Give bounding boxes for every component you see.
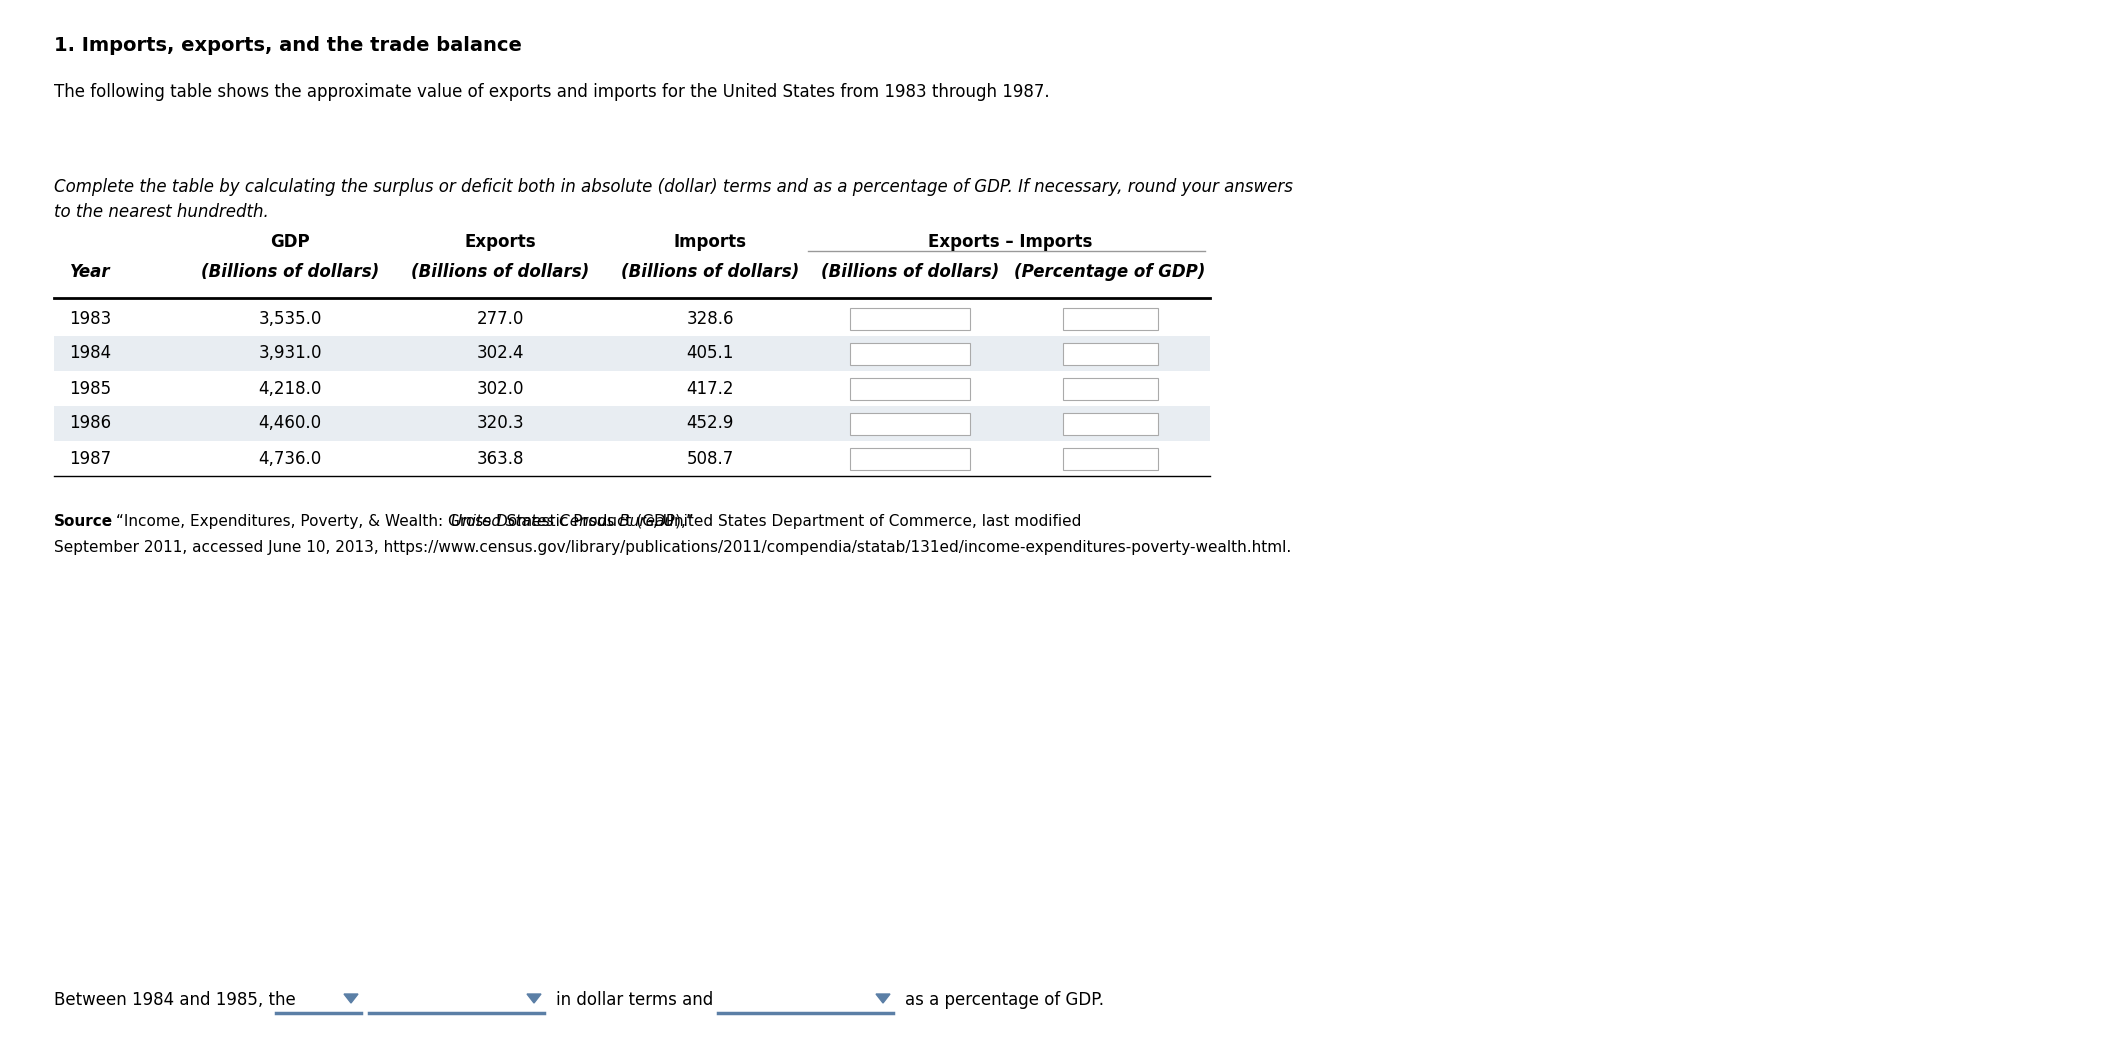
Text: 405.1: 405.1	[687, 345, 734, 363]
Text: 1. Imports, exports, and the trade balance: 1. Imports, exports, and the trade balan…	[55, 36, 523, 55]
Bar	[850, 448, 970, 470]
Text: 417.2: 417.2	[687, 380, 734, 398]
Bar	[1062, 378, 1157, 400]
Text: 3,535.0: 3,535.0	[259, 310, 323, 328]
Bar	[850, 413, 970, 435]
Text: (Billions of dollars): (Billions of dollars)	[820, 263, 999, 281]
Text: 302.4: 302.4	[476, 345, 523, 363]
Bar	[55, 406, 1210, 441]
Text: 4,460.0: 4,460.0	[259, 415, 323, 433]
Text: Between 1984 and 1985, the: Between 1984 and 1985, the	[55, 991, 295, 1009]
Text: United States Census Bureau: United States Census Bureau	[451, 514, 675, 529]
Bar	[1062, 448, 1157, 470]
Text: 328.6: 328.6	[687, 310, 734, 328]
Text: (Billions of dollars): (Billions of dollars)	[622, 263, 799, 281]
Text: 302.0: 302.0	[476, 380, 523, 398]
Text: 4,736.0: 4,736.0	[259, 450, 323, 468]
Text: 4,218.0: 4,218.0	[259, 380, 323, 398]
Bar	[850, 343, 970, 365]
Text: 3,931.0: 3,931.0	[259, 345, 323, 363]
Text: to the nearest hundredth.: to the nearest hundredth.	[55, 203, 268, 221]
Polygon shape	[527, 995, 542, 1003]
Text: (Percentage of GDP): (Percentage of GDP)	[1014, 263, 1206, 281]
Text: Exports: Exports	[464, 233, 535, 251]
Text: September 2011, accessed June 10, 2013, https://www.census.gov/library/publicati: September 2011, accessed June 10, 2013, …	[55, 540, 1292, 555]
Text: GDP: GDP	[270, 233, 310, 251]
Text: 320.3: 320.3	[476, 415, 523, 433]
Text: : “Income, Expenditures, Poverty, & Wealth: Gross Domestic Product (GDP),”: : “Income, Expenditures, Poverty, & Weal…	[105, 514, 698, 529]
Bar	[55, 336, 1210, 371]
Text: (Billions of dollars): (Billions of dollars)	[200, 263, 379, 281]
Bar	[1062, 413, 1157, 435]
Text: 1987: 1987	[70, 450, 112, 468]
Polygon shape	[877, 995, 890, 1003]
Text: Complete the table by calculating the surplus or deficit both in absolute (dolla: Complete the table by calculating the su…	[55, 178, 1292, 196]
Text: 1984: 1984	[70, 345, 112, 363]
Text: in dollar terms and: in dollar terms and	[557, 991, 713, 1009]
Text: , United States Department of Commerce, last modified: , United States Department of Commerce, …	[653, 514, 1081, 529]
Text: as a percentage of GDP.: as a percentage of GDP.	[904, 991, 1105, 1009]
Text: The following table shows the approximate value of exports and imports for the U: The following table shows the approximat…	[55, 83, 1050, 101]
Text: 277.0: 277.0	[476, 310, 523, 328]
Text: (Billions of dollars): (Billions of dollars)	[411, 263, 588, 281]
Text: Imports: Imports	[672, 233, 746, 251]
Text: Year: Year	[70, 263, 110, 281]
Text: 452.9: 452.9	[687, 415, 734, 433]
Bar	[850, 378, 970, 400]
Bar	[850, 308, 970, 329]
Bar	[1062, 343, 1157, 365]
Text: 363.8: 363.8	[476, 450, 523, 468]
Text: 508.7: 508.7	[687, 450, 734, 468]
Text: 1985: 1985	[70, 380, 112, 398]
Text: Exports – Imports: Exports – Imports	[928, 233, 1092, 251]
Polygon shape	[344, 995, 358, 1003]
Text: 1983: 1983	[70, 310, 112, 328]
Text: 1986: 1986	[70, 415, 112, 433]
Bar	[1062, 308, 1157, 329]
Text: Source: Source	[55, 514, 114, 529]
